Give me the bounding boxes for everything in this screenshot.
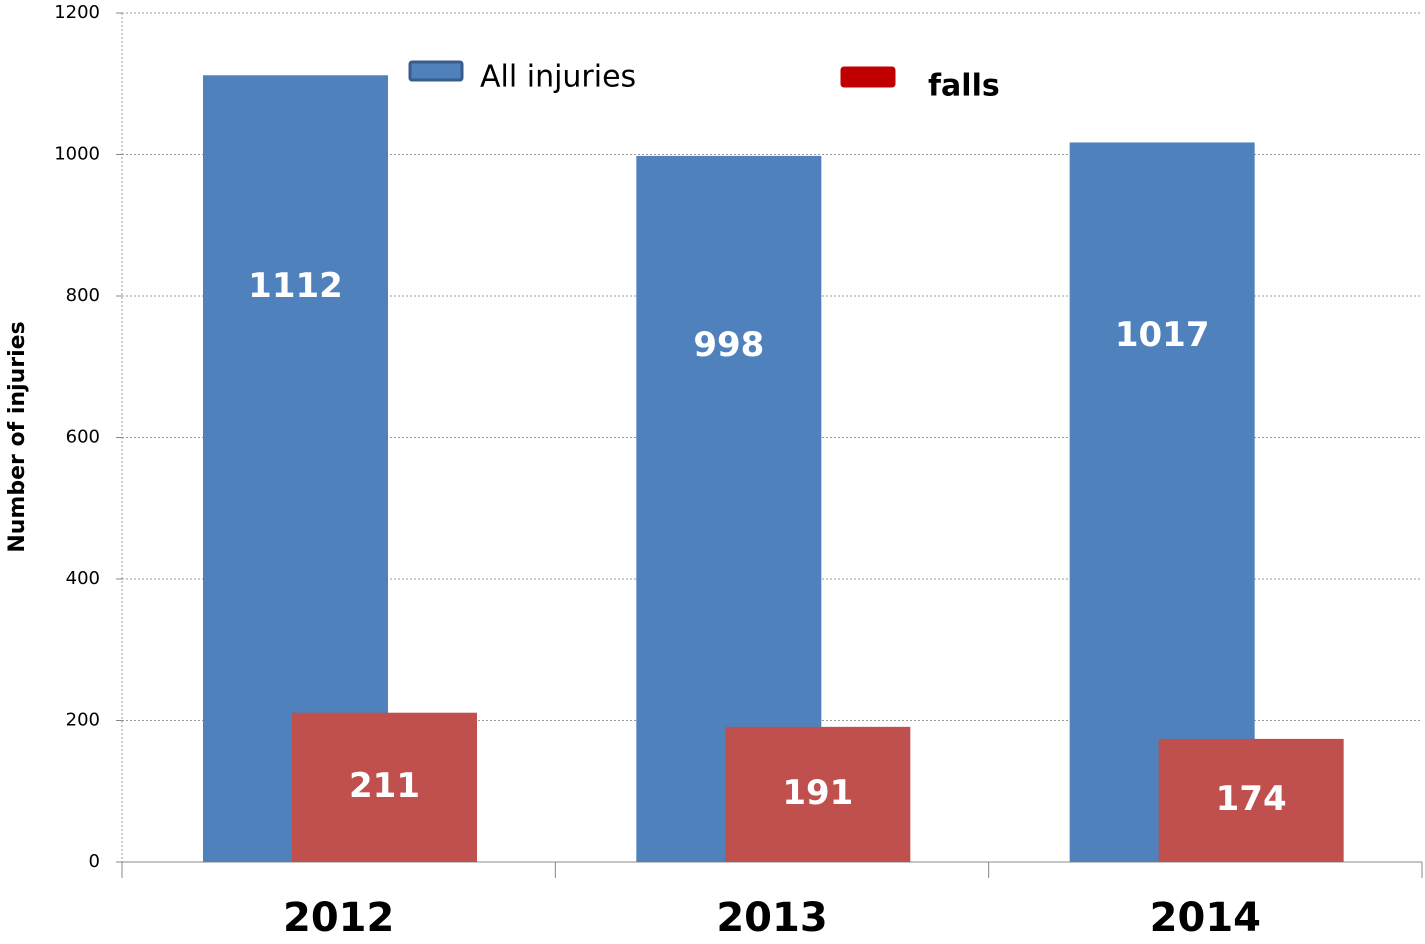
data-label: 1112 <box>248 266 343 306</box>
y-tick-label: 400 <box>66 568 100 589</box>
y-tick-label: 1000 <box>54 144 100 165</box>
x-tick-label: 2012 <box>283 895 394 941</box>
y-tick-label: 0 <box>89 851 100 872</box>
legend-swatch <box>408 60 464 82</box>
data-label: 211 <box>349 766 420 806</box>
legend-swatch <box>840 66 896 88</box>
bar <box>1158 738 1344 862</box>
y-tick-label: 600 <box>66 427 100 448</box>
y-tick-label: 1200 <box>54 2 100 23</box>
y-tick-label: 200 <box>66 710 100 731</box>
x-tick-label: 2013 <box>716 895 827 941</box>
data-label: 1017 <box>1115 315 1210 355</box>
bar <box>292 712 477 862</box>
y-tick-label: 800 <box>66 285 100 306</box>
x-tick-label: 2014 <box>1150 895 1261 941</box>
legend-label: falls <box>928 69 1000 104</box>
y-axis-label: Number of injuries <box>5 321 30 552</box>
data-label: 174 <box>1216 779 1287 819</box>
data-label: 998 <box>693 325 764 365</box>
legend-label: All injuries <box>480 60 636 95</box>
data-label: 191 <box>782 773 853 813</box>
bar <box>725 726 911 862</box>
